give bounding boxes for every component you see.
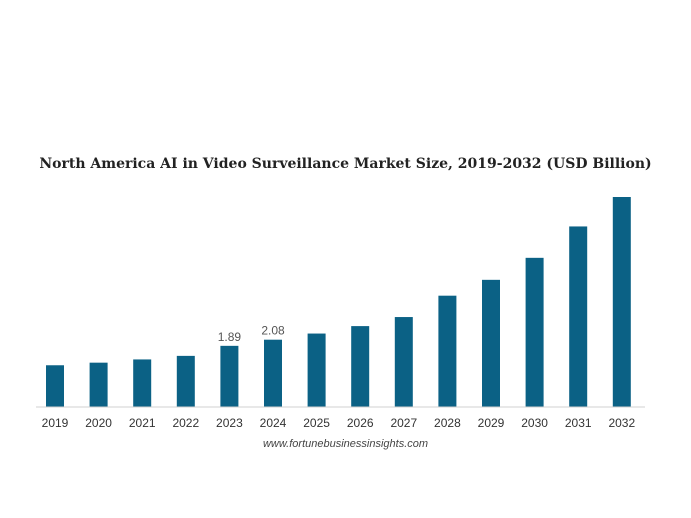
x-tick-label-2029: 2029: [478, 416, 505, 430]
data-label-2023: 1.89: [218, 330, 242, 344]
x-tick-label-2032: 2032: [608, 416, 635, 430]
x-tick-label-2020: 2020: [85, 416, 112, 430]
x-tick-label-2028: 2028: [434, 416, 461, 430]
data-label-2024: 2.08: [261, 324, 285, 338]
bar-2028: [438, 295, 457, 407]
x-tick-label-2025: 2025: [303, 416, 330, 430]
x-tick-labels: 2019 2020 2021 2022 2023 2024 2025 2026 2027 2028…: [42, 416, 636, 430]
bar-2026: [351, 326, 370, 407]
bar-2019: [46, 365, 64, 407]
x-tick-label-2027: 2027: [390, 416, 417, 430]
x-tick-label-2024: 2024: [260, 416, 287, 430]
bar-2025: [307, 333, 326, 407]
x-tick-label-2030: 2030: [521, 416, 548, 430]
bar-2022: [176, 355, 195, 407]
bar-2029: [482, 279, 500, 407]
bar-2032: [612, 197, 631, 407]
x-tick-label-2031: 2031: [565, 416, 592, 430]
bars-group: [46, 197, 631, 407]
source-credit: www.fortunebusinessinsights.com: [262, 438, 429, 450]
x-tick-label-2022: 2022: [172, 416, 199, 430]
bar-2023: [220, 345, 239, 407]
bar-2020: [89, 362, 108, 407]
x-tick-label-2026: 2026: [347, 416, 374, 430]
data-labels: 1.89 2.08: [218, 324, 285, 344]
bar-2027: [394, 317, 413, 407]
bar-2030: [525, 257, 544, 407]
x-tick-label-2019: 2019: [42, 416, 69, 430]
bar-2024: [264, 339, 282, 407]
bar-2021: [133, 359, 152, 407]
x-tick-label-2021: 2021: [129, 416, 156, 430]
chart-title: North America AI in Video Surveillance M…: [39, 156, 652, 172]
bar-2031: [569, 226, 588, 407]
x-tick-label-2023: 2023: [216, 416, 243, 430]
